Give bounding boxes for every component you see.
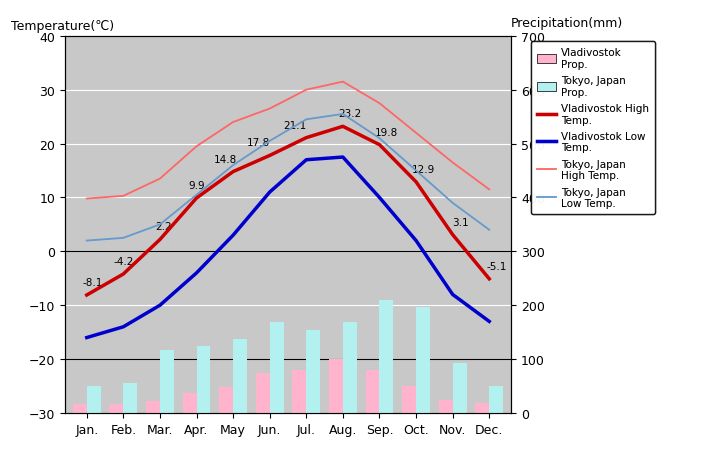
Text: 9.9: 9.9	[188, 180, 204, 190]
Bar	[402, 386, 416, 413]
Text: Precipitation(mm): Precipitation(mm)	[511, 17, 624, 30]
Text: -4.2: -4.2	[113, 256, 133, 266]
Bar	[366, 370, 379, 413]
Bar	[233, 339, 247, 413]
Bar	[306, 330, 320, 413]
Text: Temperature(℃): Temperature(℃)	[12, 20, 114, 33]
Bar	[146, 401, 160, 413]
Bar	[183, 392, 197, 413]
Bar	[416, 307, 430, 413]
Text: 17.8: 17.8	[247, 138, 270, 148]
Text: 12.9: 12.9	[412, 164, 435, 174]
Bar	[329, 359, 343, 413]
Bar	[475, 403, 490, 413]
Bar	[256, 373, 270, 413]
Bar	[86, 386, 101, 413]
Bar	[490, 386, 503, 413]
Text: -8.1: -8.1	[82, 277, 102, 287]
Bar	[109, 404, 123, 413]
Text: -5.1: -5.1	[487, 261, 507, 271]
Text: 19.8: 19.8	[375, 127, 398, 137]
Text: 21.1: 21.1	[284, 120, 307, 130]
Legend: Vladivostok
Prop., Tokyo, Japan
Prop., Vladivostok High
Temp., Vladivostok Low
T: Vladivostok Prop., Tokyo, Japan Prop., V…	[531, 42, 655, 215]
Text: 3.1: 3.1	[451, 217, 468, 227]
Bar	[270, 323, 284, 413]
Bar	[219, 387, 233, 413]
Text: 23.2: 23.2	[338, 109, 362, 119]
Bar	[438, 400, 453, 413]
Bar	[123, 383, 138, 413]
Bar	[197, 346, 210, 413]
Bar	[379, 300, 393, 413]
Text: 14.8: 14.8	[214, 154, 238, 164]
Bar	[453, 363, 467, 413]
Bar	[160, 350, 174, 413]
Bar	[343, 323, 357, 413]
Bar	[292, 370, 306, 413]
Text: 2.2: 2.2	[156, 222, 172, 232]
Bar	[73, 404, 86, 413]
